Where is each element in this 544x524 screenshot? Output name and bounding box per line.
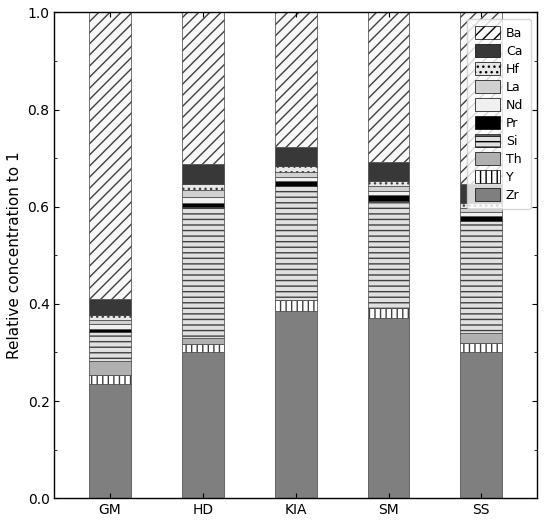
Bar bbox=[460, 221, 502, 333]
Bar bbox=[460, 343, 502, 353]
Bar bbox=[368, 187, 410, 191]
Bar bbox=[275, 172, 317, 177]
Bar bbox=[182, 165, 224, 184]
Y-axis label: Relative concentration to 1: Relative concentration to 1 bbox=[7, 151, 22, 359]
Bar bbox=[89, 384, 131, 498]
Bar bbox=[89, 329, 131, 332]
Bar bbox=[275, 13, 317, 147]
Bar bbox=[182, 338, 224, 344]
Bar bbox=[368, 180, 410, 187]
Bar bbox=[89, 332, 131, 361]
Bar bbox=[368, 201, 410, 308]
Bar bbox=[89, 315, 131, 320]
Bar bbox=[182, 197, 224, 203]
Bar bbox=[182, 353, 224, 498]
Bar bbox=[460, 212, 502, 216]
Bar bbox=[460, 208, 502, 212]
Bar bbox=[182, 184, 224, 190]
Bar bbox=[275, 181, 317, 187]
Legend: Ba, Ca, Hf, La, Nd, Pr, Si, Th, Y, Zr: Ba, Ca, Hf, La, Nd, Pr, Si, Th, Y, Zr bbox=[467, 19, 531, 209]
Bar bbox=[275, 147, 317, 166]
Bar bbox=[368, 191, 410, 195]
Bar bbox=[460, 13, 502, 184]
Bar bbox=[368, 319, 410, 498]
Bar bbox=[182, 203, 224, 207]
Bar bbox=[368, 195, 410, 201]
Bar bbox=[368, 308, 410, 319]
Bar bbox=[89, 320, 131, 324]
Bar bbox=[460, 353, 502, 498]
Bar bbox=[460, 216, 502, 221]
Bar bbox=[89, 13, 131, 299]
Bar bbox=[460, 184, 502, 203]
Bar bbox=[182, 13, 224, 165]
Bar bbox=[182, 344, 224, 353]
Bar bbox=[460, 203, 502, 208]
Bar bbox=[460, 333, 502, 343]
Bar bbox=[89, 299, 131, 315]
Bar bbox=[182, 207, 224, 338]
Bar bbox=[368, 162, 410, 180]
Bar bbox=[275, 177, 317, 181]
Bar bbox=[182, 190, 224, 197]
Bar bbox=[89, 375, 131, 384]
Bar bbox=[275, 166, 317, 172]
Bar bbox=[89, 324, 131, 329]
Bar bbox=[275, 187, 317, 300]
Bar bbox=[368, 13, 410, 162]
Bar bbox=[89, 361, 131, 375]
Bar bbox=[275, 311, 317, 498]
Bar bbox=[275, 300, 317, 311]
